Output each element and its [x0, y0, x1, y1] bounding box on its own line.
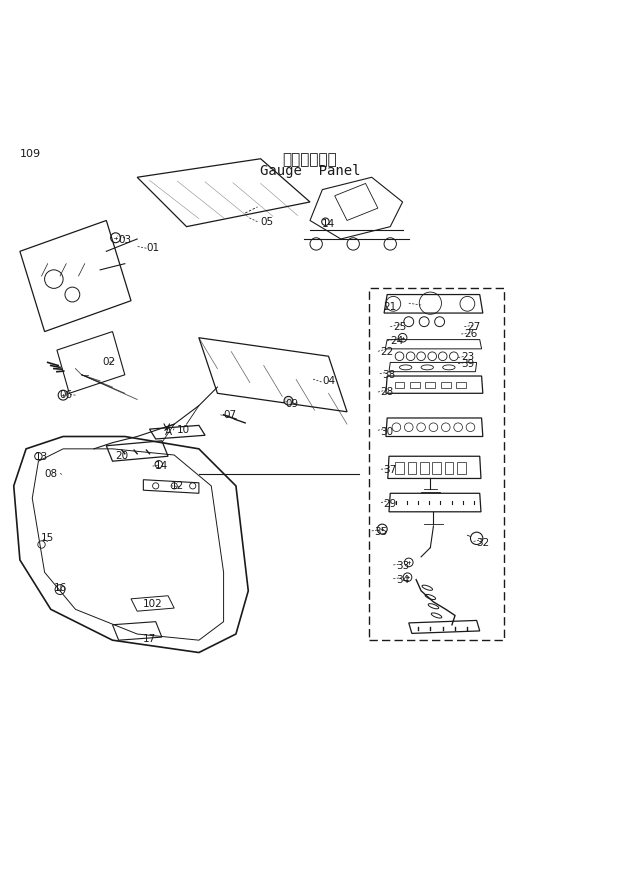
Bar — [456, 382, 466, 388]
Circle shape — [284, 396, 293, 405]
Text: Gauge  Panel: Gauge Panel — [260, 164, 360, 178]
Text: 20: 20 — [115, 451, 128, 461]
Bar — [441, 382, 451, 388]
Bar — [407, 463, 416, 473]
Text: A: A — [164, 427, 172, 436]
Bar — [425, 382, 435, 388]
Text: 102: 102 — [143, 600, 162, 609]
Bar — [445, 463, 453, 473]
Text: 21: 21 — [384, 302, 397, 312]
Text: 17: 17 — [143, 634, 156, 644]
Text: ゲージパネル: ゲージパネル — [283, 153, 337, 168]
Text: 05: 05 — [260, 217, 273, 227]
Text: 34: 34 — [396, 574, 409, 585]
Text: 26: 26 — [464, 329, 477, 339]
Text: 04: 04 — [322, 376, 335, 386]
Bar — [457, 463, 466, 473]
Text: 23: 23 — [461, 353, 474, 362]
Text: 15: 15 — [41, 533, 55, 543]
Bar — [410, 382, 420, 388]
Text: 109: 109 — [20, 149, 41, 160]
Text: 07: 07 — [223, 410, 236, 420]
Text: 30: 30 — [381, 427, 394, 436]
Text: 01: 01 — [146, 244, 159, 253]
Text: 03: 03 — [118, 235, 131, 245]
Text: 10: 10 — [177, 425, 190, 436]
Text: 33: 33 — [396, 561, 409, 571]
Text: 06: 06 — [60, 390, 73, 400]
Text: 37: 37 — [384, 465, 397, 476]
Bar — [395, 463, 404, 473]
Text: 02: 02 — [103, 357, 116, 368]
Bar — [432, 463, 441, 473]
Text: 24: 24 — [390, 336, 403, 346]
Text: 39: 39 — [461, 359, 474, 368]
Bar — [394, 382, 404, 388]
Text: 14: 14 — [155, 461, 169, 471]
Text: 38: 38 — [383, 370, 396, 380]
Text: 27: 27 — [467, 321, 480, 332]
Text: 25: 25 — [393, 321, 406, 332]
Text: 13: 13 — [35, 452, 48, 462]
Text: 22: 22 — [381, 347, 394, 357]
Text: 16: 16 — [53, 582, 66, 593]
Text: 35: 35 — [374, 527, 388, 537]
Text: 28: 28 — [381, 387, 394, 397]
Bar — [369, 288, 505, 640]
Text: 29: 29 — [384, 499, 397, 509]
Text: 14: 14 — [322, 218, 335, 229]
Bar — [420, 463, 428, 473]
Circle shape — [322, 218, 329, 225]
Text: 09: 09 — [285, 399, 298, 409]
Text: 12: 12 — [170, 481, 184, 491]
Text: 08: 08 — [44, 469, 57, 478]
Text: 32: 32 — [476, 539, 489, 548]
